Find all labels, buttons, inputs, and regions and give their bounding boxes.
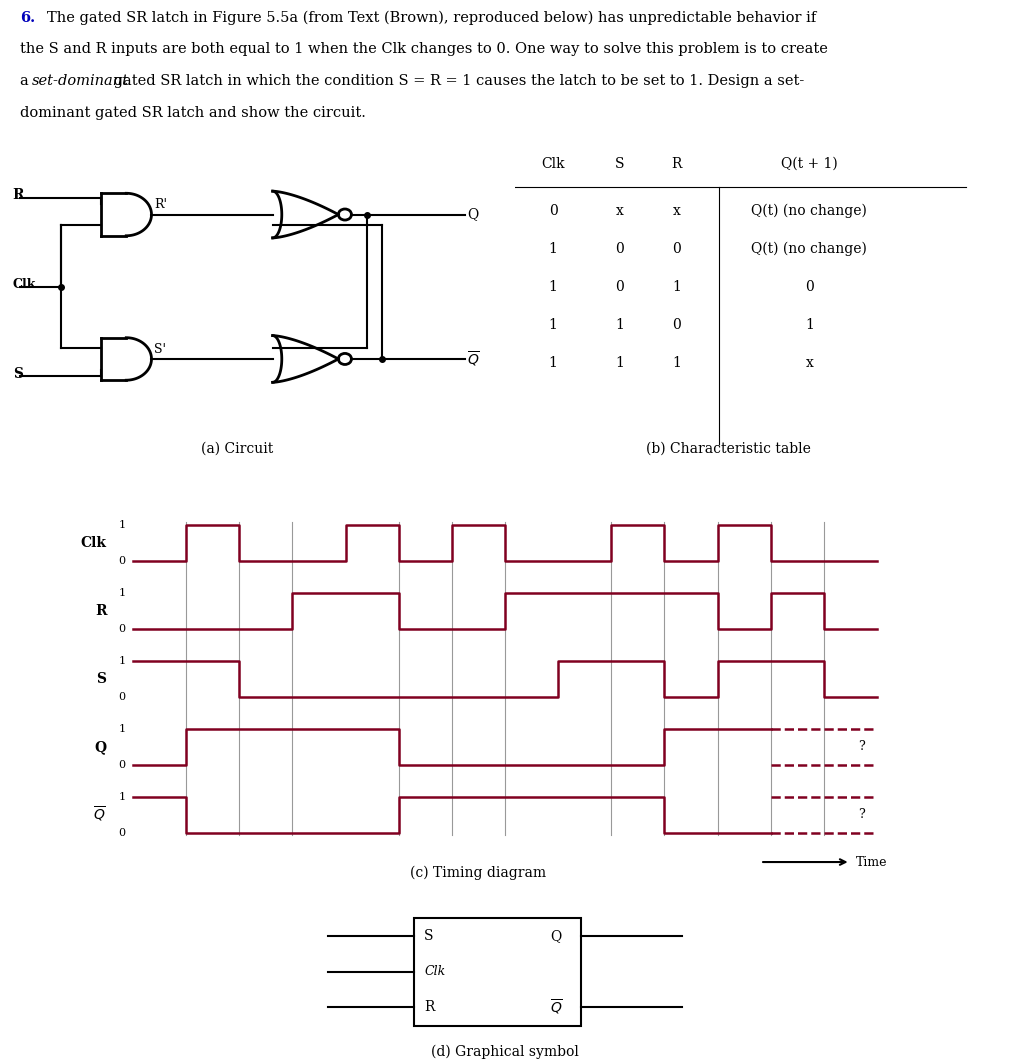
Text: S: S xyxy=(96,672,106,686)
Text: 1: 1 xyxy=(548,242,558,256)
Text: 0: 0 xyxy=(119,828,126,838)
Text: 1: 1 xyxy=(672,357,681,371)
Text: 0: 0 xyxy=(119,556,126,566)
Text: 0: 0 xyxy=(805,280,814,294)
Text: dominant gated SR latch and show the circuit.: dominant gated SR latch and show the cir… xyxy=(20,106,366,120)
Text: Clk: Clk xyxy=(12,278,36,291)
Text: $\overline{Q}$: $\overline{Q}$ xyxy=(550,998,564,1017)
Text: 0: 0 xyxy=(615,280,624,294)
Text: $\overline{Q}$: $\overline{Q}$ xyxy=(93,805,106,824)
Text: Clk: Clk xyxy=(541,157,565,171)
Text: ?: ? xyxy=(857,808,865,821)
Text: 0: 0 xyxy=(119,760,126,770)
Text: S': S' xyxy=(154,343,166,356)
Text: S: S xyxy=(12,366,22,381)
Text: Clk: Clk xyxy=(81,536,106,550)
Bar xyxy=(414,918,581,1026)
Text: 0: 0 xyxy=(615,242,624,256)
Text: 0: 0 xyxy=(119,692,126,702)
Text: (c) Timing diagram: (c) Timing diagram xyxy=(410,866,546,879)
Text: 1: 1 xyxy=(119,791,126,802)
Text: x: x xyxy=(616,204,623,218)
Text: a: a xyxy=(20,74,33,88)
Text: 1: 1 xyxy=(548,357,558,371)
Text: Q(t) (no change): Q(t) (no change) xyxy=(751,241,868,256)
Text: x: x xyxy=(673,204,681,218)
Text: set-dominant: set-dominant xyxy=(32,74,129,88)
Text: 1: 1 xyxy=(548,319,558,332)
Text: (a) Circuit: (a) Circuit xyxy=(201,442,274,456)
Text: 0: 0 xyxy=(548,204,558,218)
Text: the S and R inputs are both equal to 1 when the Clk changes to 0. One way to sol: the S and R inputs are both equal to 1 w… xyxy=(20,42,828,56)
Text: Time: Time xyxy=(855,856,888,869)
Text: Clk: Clk xyxy=(424,965,445,978)
Text: 1: 1 xyxy=(615,319,624,332)
Text: R: R xyxy=(424,1000,434,1014)
Text: 6.: 6. xyxy=(20,11,35,24)
Text: 1: 1 xyxy=(615,357,624,371)
Text: 0: 0 xyxy=(119,624,126,634)
Text: 1: 1 xyxy=(119,587,126,598)
Text: S: S xyxy=(424,929,433,943)
Text: Q(t) (no change): Q(t) (no change) xyxy=(751,203,868,218)
Text: ?: ? xyxy=(857,740,865,753)
Text: 1: 1 xyxy=(672,280,681,294)
Text: (b) Characteristic table: (b) Characteristic table xyxy=(646,442,811,456)
Text: R: R xyxy=(95,604,106,618)
Text: 1: 1 xyxy=(119,723,126,734)
Text: 0: 0 xyxy=(672,319,681,332)
Text: 1: 1 xyxy=(119,519,126,530)
Text: R: R xyxy=(672,157,682,171)
Text: Q: Q xyxy=(550,929,562,943)
Text: Q(t + 1): Q(t + 1) xyxy=(781,157,837,171)
Text: R: R xyxy=(12,188,24,203)
Text: gated SR latch in which the condition S = R = 1 causes the latch to be set to 1.: gated SR latch in which the condition S … xyxy=(109,74,805,88)
Text: The gated SR latch in Figure 5.5a (from Text (Brown), reproduced below) has unpr: The gated SR latch in Figure 5.5a (from … xyxy=(47,11,817,25)
Text: 1: 1 xyxy=(119,655,126,666)
Text: x: x xyxy=(806,357,813,371)
Text: 1: 1 xyxy=(805,319,814,332)
Text: Q: Q xyxy=(94,740,106,754)
Text: Q: Q xyxy=(468,207,479,222)
Text: $\overline{Q}$: $\overline{Q}$ xyxy=(468,349,480,369)
Text: R': R' xyxy=(154,199,167,211)
Text: (d) Graphical symbol: (d) Graphical symbol xyxy=(431,1045,579,1060)
Text: 0: 0 xyxy=(672,242,681,256)
Text: 1: 1 xyxy=(548,280,558,294)
Text: S: S xyxy=(615,157,624,171)
